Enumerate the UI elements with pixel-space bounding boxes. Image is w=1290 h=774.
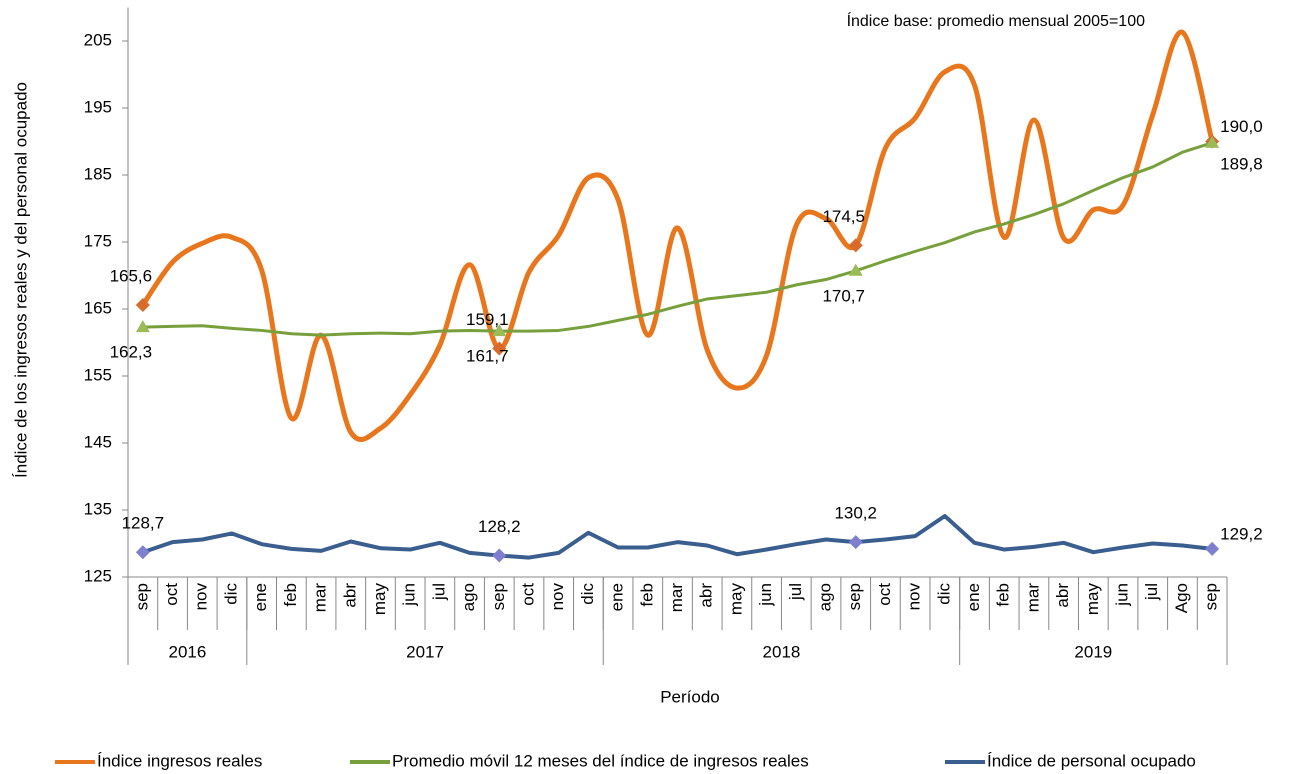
data-label: 189,8 [1220, 154, 1263, 173]
y-tick-label: 135 [84, 499, 112, 518]
data-label: 130,2 [834, 504, 877, 523]
data-label: 165,6 [110, 266, 153, 285]
marker [1205, 135, 1220, 148]
marker [492, 548, 507, 563]
data-label: 170,7 [822, 286, 865, 305]
y-tick-label: 125 [84, 566, 112, 585]
x-tick-label: jun [1113, 583, 1132, 607]
x-tick-label: ene [964, 583, 983, 611]
x-tick-label: sep [489, 583, 508, 610]
x-tick-label: nov [548, 583, 567, 611]
x-tick-label: abr [697, 583, 716, 608]
data-label: 128,7 [122, 514, 165, 533]
x-tick-label: abr [1053, 583, 1072, 608]
x-tick-label: dic [934, 583, 953, 605]
data-label: 162,3 [110, 343, 153, 362]
x-tick-label: sep [132, 583, 151, 610]
data-label: 129,2 [1220, 524, 1263, 543]
x-axis-label: Período [660, 687, 720, 706]
marker [848, 238, 863, 253]
x-tick-label: feb [281, 583, 300, 607]
x-tick-label: may [1083, 583, 1102, 616]
annotation: Índice base: promedio mensual 2005=100 [847, 11, 1146, 30]
x-tick-label: Ago [1172, 583, 1191, 613]
x-tick-label: mar [1023, 583, 1042, 613]
y-tick-label: 155 [84, 365, 112, 384]
x-tick-label: oct [162, 583, 181, 606]
y-tick-label: 195 [84, 97, 112, 116]
group-label: 2016 [168, 642, 206, 661]
x-tick-label: abr [340, 583, 359, 608]
marker [848, 263, 863, 276]
data-label: 174,5 [822, 207, 865, 226]
x-tick-label: dic [578, 583, 597, 605]
y-tick-label: 175 [84, 231, 112, 250]
x-tick-label: jul [1142, 583, 1161, 601]
y-axis-label: Índice de los ingresos reales y del pers… [11, 82, 30, 478]
x-tick-label: feb [994, 583, 1013, 607]
data-label: 161,7 [466, 347, 509, 366]
x-tick-label: mar [667, 583, 686, 613]
y-tick-label: 185 [84, 164, 112, 183]
data-label: 128,2 [478, 517, 521, 536]
series-line [140, 514, 1215, 560]
x-tick-label: sep [1202, 583, 1221, 610]
x-tick-label: may [370, 583, 389, 616]
x-tick-label: ene [251, 583, 270, 611]
legend-label: Promedio móvil 12 meses del índice de in… [392, 751, 809, 770]
group-label: 2017 [406, 642, 444, 661]
x-tick-label: jul [429, 583, 448, 601]
x-tick-label: nov [192, 583, 211, 611]
x-tick-label: mar [311, 583, 330, 613]
x-tick-label: sep [845, 583, 864, 610]
y-tick-label: 145 [84, 432, 112, 451]
marker [492, 341, 507, 356]
marker [1205, 541, 1220, 556]
series-line [140, 29, 1215, 442]
marker [135, 320, 150, 333]
x-tick-label: ago [459, 583, 478, 611]
data-label: 159,1 [466, 310, 509, 329]
x-tick-label: jun [400, 583, 419, 607]
data-label: 190,0 [1220, 117, 1263, 136]
x-tick-label: ene [608, 583, 627, 611]
group-label: 2019 [1074, 642, 1112, 661]
y-tick-label: 205 [84, 30, 112, 49]
legend-label: Índice ingresos reales [97, 751, 262, 770]
y-tick-label: 165 [84, 298, 112, 317]
legend-label: Índice de personal ocupado [987, 751, 1196, 770]
x-tick-label: ago [815, 583, 834, 611]
marker [135, 545, 150, 560]
x-tick-label: jul [786, 583, 805, 601]
x-tick-label: oct [518, 583, 537, 606]
x-tick-label: nov [905, 583, 924, 611]
marker [135, 297, 150, 312]
x-tick-label: may [726, 583, 745, 616]
x-tick-label: dic [221, 583, 240, 605]
x-tick-label: feb [637, 583, 656, 607]
x-tick-label: jun [756, 583, 775, 607]
series-line [141, 141, 1214, 337]
marker [492, 324, 507, 337]
marker [848, 535, 863, 550]
x-tick-label: oct [875, 583, 894, 606]
group-label: 2018 [763, 642, 801, 661]
